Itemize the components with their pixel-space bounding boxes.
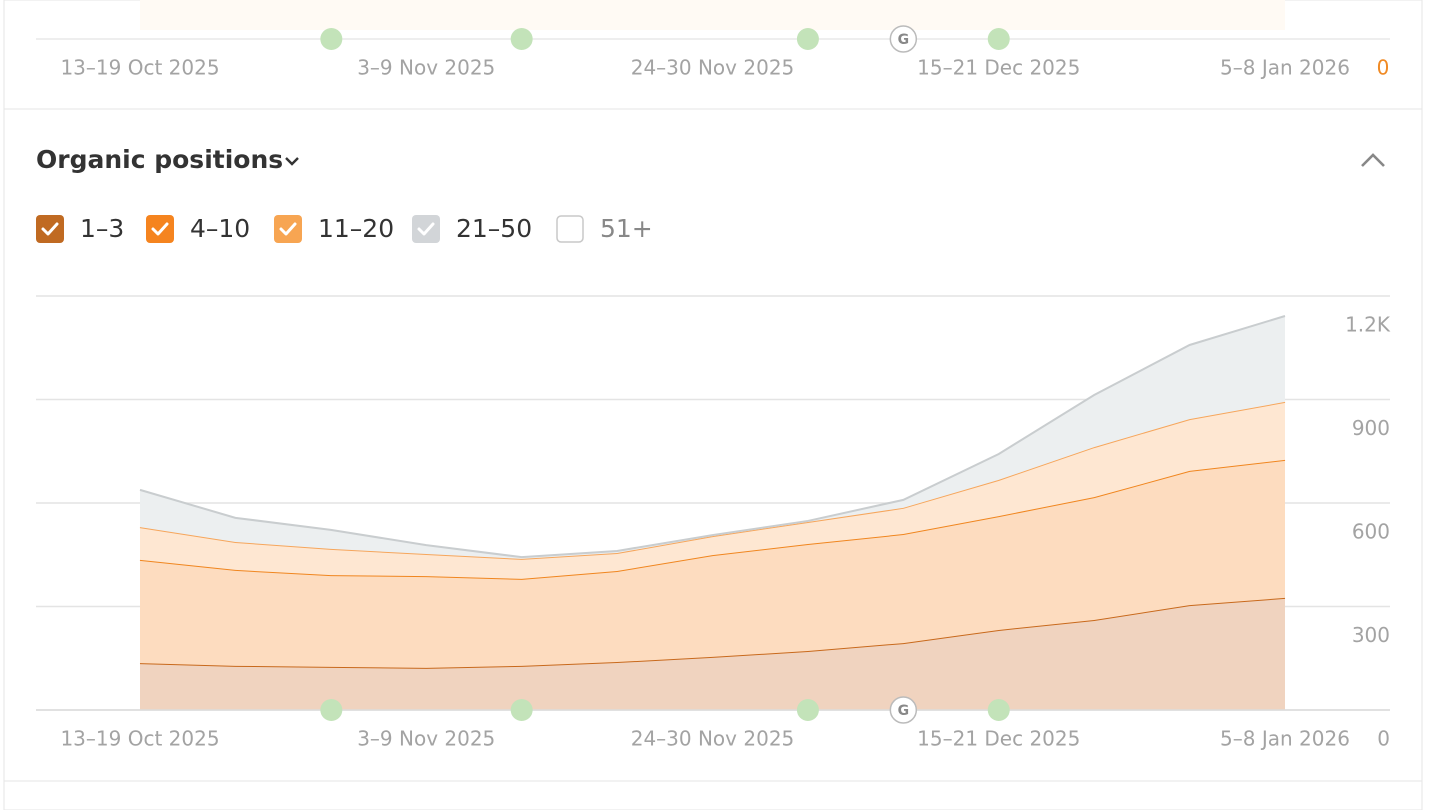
checkbox[interactable] <box>146 215 174 243</box>
chart: 0 300 600 900 1.2K G 13–19 Oct 2025 3–9 Nov 202… <box>36 295 1391 751</box>
x-tick-label: 24–30 Nov 2025 <box>631 727 795 751</box>
event-marker[interactable] <box>320 28 343 50</box>
y-tick-label: 300 <box>1352 623 1390 647</box>
area <box>140 459 1285 668</box>
area <box>140 401 1285 579</box>
checkmark <box>151 222 169 236</box>
x-label: 5–8 Jan 2026 <box>1220 56 1350 80</box>
previous-x-labels: 13–19 Oct 2025 3–9 Nov 2025 24–30 Nov 2025… <box>60 56 1350 80</box>
y-tick-label: 900 <box>1352 416 1390 440</box>
y-tick-label: 0 <box>1377 727 1390 751</box>
previous-area <box>140 0 1285 30</box>
legend-label[interactable]: 4–10 <box>190 214 250 243</box>
event-marker[interactable] <box>510 28 533 50</box>
previous-y-label: 0 <box>1377 56 1390 80</box>
area <box>140 316 1285 559</box>
legend: 1–3 4–10 11–20 21–50 51+ <box>36 214 653 243</box>
x-tick-label: 3–9 Nov 2025 <box>357 727 495 751</box>
google-update-marker[interactable] <box>889 696 918 724</box>
events: G <box>320 25 1010 53</box>
y-tick-label: 1.2K <box>1345 313 1391 337</box>
checkmark <box>41 222 59 236</box>
x-tick-label: 5–8 Jan 2026 <box>1220 727 1350 751</box>
checkmark <box>417 222 435 236</box>
legend-label[interactable]: 51+ <box>600 214 653 243</box>
event-marker[interactable] <box>796 699 819 721</box>
checkbox[interactable] <box>412 215 440 243</box>
x-tick-label: 13–19 Oct 2025 <box>60 727 219 751</box>
dropdown-icon[interactable] <box>285 157 299 166</box>
checkmark <box>279 222 297 236</box>
event-marker[interactable] <box>987 28 1010 50</box>
legend-label[interactable]: 21–50 <box>456 214 532 243</box>
collapse-icon[interactable] <box>1361 153 1385 167</box>
y-tick-label: 600 <box>1352 520 1390 544</box>
google-update-label: G <box>898 32 910 48</box>
x-tick-label: 15–21 Dec 2025 <box>917 727 1080 751</box>
google-update-marker[interactable] <box>889 25 918 53</box>
checkbox[interactable] <box>274 215 302 243</box>
x-label: 15–21 Dec 2025 <box>917 56 1080 80</box>
area-line <box>139 315 1286 559</box>
event-marker[interactable] <box>510 699 533 721</box>
area <box>140 597 1285 710</box>
event-marker[interactable] <box>320 699 343 721</box>
google-update-label: G <box>898 703 910 719</box>
x-label: 24–30 Nov 2025 <box>631 56 795 80</box>
checkbox[interactable] <box>36 215 64 243</box>
event-marker[interactable] <box>796 28 819 50</box>
checkbox[interactable] <box>556 215 584 243</box>
legend-label[interactable]: 1–3 <box>80 214 124 243</box>
section-title[interactable]: Organic positions <box>36 145 283 174</box>
x-label: 3–9 Nov 2025 <box>357 56 495 80</box>
x-label: 13–19 Oct 2025 <box>60 56 219 80</box>
event-marker[interactable] <box>987 699 1010 721</box>
legend-label[interactable]: 11–20 <box>318 214 394 243</box>
